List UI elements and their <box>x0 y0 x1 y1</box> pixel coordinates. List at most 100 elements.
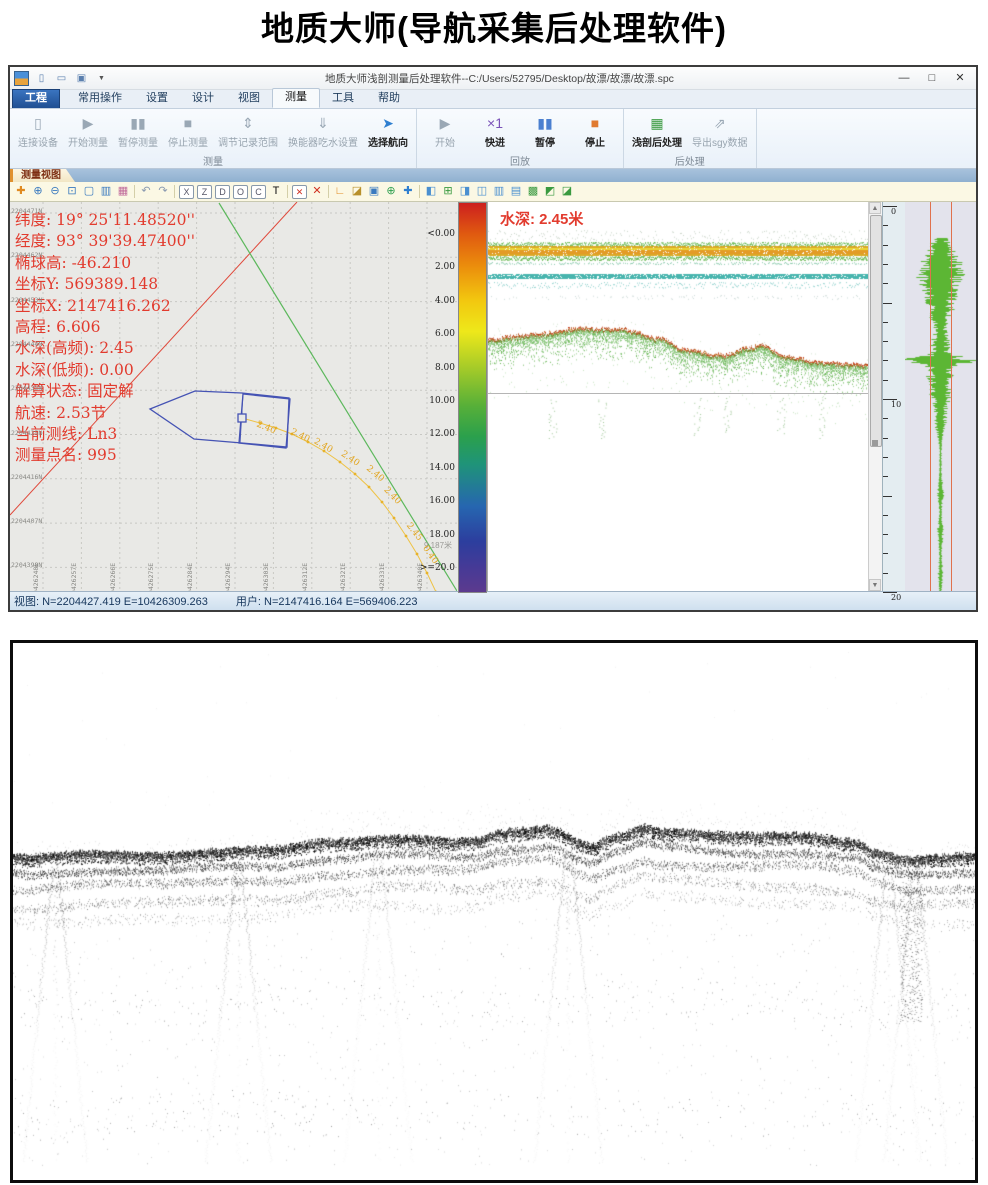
ribbon-group-后处理: ▦ 浅剖后处理 ⇗ 导出sgy数据 后处理 <box>624 109 757 168</box>
save-file-icon[interactable]: ▣ <box>76 72 87 84</box>
tool-x-icon[interactable]: X <box>179 184 194 199</box>
connect-device-icon: ▯ <box>34 115 42 131</box>
move-view-icon[interactable]: ✚ <box>403 185 413 197</box>
menu-tab-工程[interactable]: 工程 <box>12 89 60 108</box>
ribbon: ▯ 连接设备 ▶ 开始测量 ▮▮ 暂停测量 ■ 停止测量 ⇕ 调节记录范围 ⇓ 换能器吃水设置 ➤ 选择航… <box>10 109 976 169</box>
layout-mix2-icon[interactable]: ◪ <box>561 185 573 197</box>
ruler-tick <box>883 553 888 555</box>
ribbon-button-调节记录范围[interactable]: ⇕ 调节记录范围 <box>214 111 282 151</box>
open-file-icon[interactable]: ▭ <box>56 72 67 84</box>
track-depth-note: 9.187米 <box>424 541 453 550</box>
ruler-tick <box>883 225 888 227</box>
ribbon-group-label: 测量 <box>203 157 223 168</box>
undo-icon[interactable]: ↶ <box>141 185 151 197</box>
layout-right-icon[interactable]: ◨ <box>459 185 471 197</box>
grid-label-easting: 10426275E <box>147 562 156 591</box>
grid-label-easting: 10426284E <box>185 562 194 591</box>
ribbon-button-label: 暂停 <box>535 138 555 149</box>
maximize-button[interactable]: □ <box>928 72 936 84</box>
ribbon-button-暂停[interactable]: ▮▮ 暂停 <box>521 111 569 151</box>
tool-d-icon[interactable]: D <box>215 184 230 199</box>
delete-all-icon[interactable]: ✕ <box>312 185 322 197</box>
toolbar-separator <box>134 185 135 198</box>
tile-view-icon[interactable]: ▥ <box>100 185 112 197</box>
scroll-down-icon[interactable]: ▼ <box>869 579 881 591</box>
ruler-tick <box>883 206 897 207</box>
quick-access-dropdown-icon[interactable]: ▼ <box>98 74 105 82</box>
tab-measure-view[interactable]: 测量视图 <box>10 169 75 182</box>
ribbon-button-开始测量[interactable]: ▶ 开始测量 <box>64 111 112 151</box>
ribbon-button-选择航向[interactable]: ➤ 选择航向 <box>364 111 412 151</box>
menu-tab-帮助[interactable]: 帮助 <box>378 92 400 104</box>
ribbon-group-label: 回放 <box>510 157 530 168</box>
tool-c-icon[interactable]: C <box>251 184 266 199</box>
close-button[interactable]: ✕ <box>955 72 965 84</box>
ribbon-button-浅剖后处理[interactable]: ▦ 浅剖后处理 <box>628 111 686 151</box>
ribbon-button-停止测量[interactable]: ■ 停止测量 <box>164 111 212 151</box>
ribbon-button-label: 停止测量 <box>168 138 208 149</box>
ribbon-button-label: 暂停测量 <box>118 138 158 149</box>
fit-extent-icon[interactable]: ▢ <box>83 185 95 197</box>
image-view-icon[interactable]: ▦ <box>117 185 129 197</box>
scroll-up-icon[interactable]: ▲ <box>869 202 881 214</box>
layout-left-icon[interactable]: ◫ <box>476 185 488 197</box>
delete-selection-icon[interactable]: ✕ <box>292 184 307 199</box>
ruler-tick <box>883 360 888 362</box>
zoom-in-icon[interactable]: ⊕ <box>33 185 43 197</box>
menu-tab-常用操作[interactable]: 常用操作 <box>78 92 122 104</box>
scrollbar-thumb[interactable] <box>870 215 882 447</box>
layout-quad-icon[interactable]: ⊞ <box>443 185 453 197</box>
text-tool-icon[interactable]: T <box>272 185 280 197</box>
telemetry-readout: 纬度: 19° 25'11.48520'' 经度: 93° 39'39.4740… <box>15 211 196 465</box>
ribbon-button-label: 选择航向 <box>368 138 408 149</box>
echogram-view[interactable]: 水深: 2.45米 ▲ ▼ <box>487 202 882 591</box>
redo-icon[interactable]: ↷ <box>158 185 168 197</box>
menu-tab-视图[interactable]: 视图 <box>238 92 260 104</box>
ruler-tick <box>883 418 888 420</box>
ribbon-button-换能器吃水设置[interactable]: ⇓ 换能器吃水设置 <box>284 111 362 151</box>
toolbar-separator <box>419 185 420 198</box>
post-process-icon: ▦ <box>650 115 664 131</box>
ruler-tick <box>883 456 888 458</box>
ruler-tick-label: 0 <box>891 207 897 216</box>
menu-tab-设计[interactable]: 设计 <box>192 92 214 104</box>
quick-access-toolbar: ▯ ▭ ▣ ▼ <box>10 70 109 86</box>
save-view-icon[interactable]: ▣ <box>368 185 380 197</box>
map-view[interactable]: 纬度: 19° 25'11.48520'' 经度: 93° 39'39.4740… <box>10 202 457 591</box>
recenter-icon[interactable]: ⊕ <box>386 185 396 197</box>
menu-tab-工具[interactable]: 工具 <box>332 92 354 104</box>
layout-vsplit-icon[interactable]: ▥ <box>493 185 505 197</box>
new-file-icon[interactable]: ▯ <box>38 72 45 84</box>
ribbon-button-label: 导出sgy数据 <box>692 138 748 149</box>
marquee-zoom-icon[interactable]: ⊡ <box>67 185 77 197</box>
axis-icon[interactable]: ∟ <box>334 185 346 197</box>
ribbon-button-连接设备[interactable]: ▯ 连接设备 <box>14 111 62 151</box>
ribbon-button-label: 连接设备 <box>18 138 58 149</box>
menu-tab-设置[interactable]: 设置 <box>146 92 168 104</box>
ribbon-button-开始[interactable]: ▶ 开始 <box>421 111 469 151</box>
ribbon-button-快进[interactable]: ×1 快进 <box>471 111 519 151</box>
zoom-out-icon[interactable]: ⊖ <box>50 185 60 197</box>
menu-tab-测量[interactable]: 测量 <box>272 88 320 108</box>
echogram-depth-line <box>488 393 882 394</box>
tool-o-icon[interactable]: O <box>233 184 248 199</box>
echogram-scrollbar[interactable]: ▲ ▼ <box>868 202 882 591</box>
ribbon-button-暂停测量[interactable]: ▮▮ 暂停测量 <box>114 111 162 151</box>
pause-survey-icon: ▮▮ <box>130 115 146 131</box>
select-heading-icon: ➤ <box>382 115 394 131</box>
ribbon-button-停止[interactable]: ■ 停止 <box>571 111 619 151</box>
layer-icon[interactable]: ◪ <box>351 185 363 197</box>
minimize-button[interactable]: — <box>898 72 910 84</box>
layout-hsplit-icon[interactable]: ▤ <box>510 185 522 197</box>
layout-grid-icon[interactable]: ▩ <box>527 185 539 197</box>
document-tab-bar: 测量视图 <box>10 169 976 182</box>
pan-icon[interactable]: ✚ <box>16 185 26 197</box>
ruler-tick <box>883 263 888 265</box>
layout-mix1-icon[interactable]: ◩ <box>544 185 556 197</box>
seismic-profile-figure <box>10 640 978 1183</box>
record-range-icon: ⇕ <box>242 115 254 131</box>
ribbon-button-导出sgy数据[interactable]: ⇗ 导出sgy数据 <box>688 111 752 151</box>
start-survey-icon: ▶ <box>82 115 94 131</box>
layout-single-icon[interactable]: ◧ <box>425 185 437 197</box>
tool-z-icon[interactable]: Z <box>197 184 212 199</box>
